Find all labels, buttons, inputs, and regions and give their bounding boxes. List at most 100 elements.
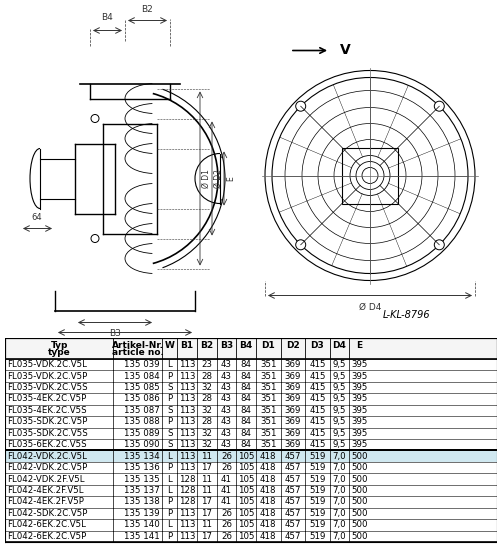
Text: 84: 84 [240, 417, 251, 426]
Text: B4: B4 [239, 341, 252, 350]
Text: 84: 84 [240, 440, 251, 449]
Text: 26: 26 [220, 520, 231, 529]
Text: 7,0: 7,0 [332, 475, 346, 483]
Bar [5, 393, 496, 405]
Text: 7,0: 7,0 [332, 520, 346, 529]
Text: 415: 415 [309, 429, 325, 438]
Text: 7,0: 7,0 [332, 497, 346, 507]
Text: FL035-6EK.2C.V5S: FL035-6EK.2C.V5S [8, 440, 87, 449]
Text: 17: 17 [201, 532, 212, 541]
Text: Artikel-Nr.: Artikel-Nr. [112, 341, 163, 350]
Text: 351: 351 [260, 394, 276, 403]
Text: 7,0: 7,0 [332, 509, 346, 518]
Text: 415: 415 [309, 394, 325, 403]
Text: 7,0: 7,0 [332, 486, 346, 495]
Text: P: P [167, 394, 172, 403]
Text: L: L [167, 475, 172, 483]
Text: B1: B1 [180, 341, 193, 350]
Text: 135 039: 135 039 [124, 360, 160, 369]
Text: FL042-VDK.2C.V5L: FL042-VDK.2C.V5L [8, 452, 87, 461]
Text: 369: 369 [284, 360, 301, 369]
Text: 113: 113 [178, 394, 195, 403]
Bar [5, 427, 496, 439]
Text: 32: 32 [201, 440, 212, 449]
Text: 500: 500 [350, 463, 367, 472]
Text: FL035-VDK.2C.V5S: FL035-VDK.2C.V5S [8, 383, 88, 392]
Text: L: L [167, 452, 172, 461]
Text: 64: 64 [32, 213, 42, 223]
Text: 369: 369 [284, 383, 301, 392]
Text: 9,5: 9,5 [332, 429, 346, 438]
Text: 113: 113 [178, 520, 195, 529]
Text: 7,0: 7,0 [332, 452, 346, 461]
Text: FL042-6EK.2C.V5P: FL042-6EK.2C.V5P [8, 532, 87, 541]
Text: 113: 113 [178, 452, 195, 461]
Text: 519: 519 [309, 520, 325, 529]
Text: 135 134: 135 134 [124, 452, 160, 461]
Text: 84: 84 [240, 394, 251, 403]
Text: E: E [355, 341, 362, 350]
Text: 500: 500 [350, 532, 367, 541]
Bar [5, 405, 496, 416]
Text: E: E [225, 176, 234, 181]
Text: D1: D1 [261, 341, 275, 350]
Text: P: P [167, 463, 172, 472]
Text: 43: 43 [220, 383, 231, 392]
Text: 135 086: 135 086 [124, 394, 160, 403]
Text: 418: 418 [260, 497, 276, 507]
Text: 415: 415 [309, 383, 325, 392]
Text: 135 088: 135 088 [124, 417, 160, 426]
Text: 105: 105 [237, 509, 254, 518]
Text: FL042-VDK.2C.V5P: FL042-VDK.2C.V5P [8, 463, 88, 472]
Text: 500: 500 [350, 486, 367, 495]
Text: 135 090: 135 090 [124, 440, 160, 449]
Text: 43: 43 [220, 429, 231, 438]
Text: 43: 43 [220, 371, 231, 381]
Text: P: P [167, 532, 172, 541]
Text: 351: 351 [260, 440, 276, 449]
Text: 84: 84 [240, 383, 251, 392]
Text: 415: 415 [309, 440, 325, 449]
Text: 369: 369 [284, 417, 301, 426]
Bar [5, 508, 496, 519]
Text: 395: 395 [350, 440, 367, 449]
Bar [5, 416, 496, 427]
Text: B2: B2 [141, 4, 153, 14]
Text: P: P [167, 371, 172, 381]
Bar [5, 359, 496, 370]
Text: P: P [167, 417, 172, 426]
Text: 113: 113 [178, 463, 195, 472]
Text: 9,5: 9,5 [332, 406, 346, 415]
Text: 351: 351 [260, 371, 276, 381]
Text: 418: 418 [260, 475, 276, 483]
Text: 128: 128 [178, 497, 195, 507]
Text: 84: 84 [240, 360, 251, 369]
Text: 351: 351 [260, 383, 276, 392]
Text: 457: 457 [284, 520, 301, 529]
Text: B4: B4 [101, 14, 113, 23]
Text: 105: 105 [237, 475, 254, 483]
Text: 113: 113 [178, 406, 195, 415]
Text: FL035-VDK.2C.V5P: FL035-VDK.2C.V5P [8, 371, 88, 381]
Text: B1: B1 [119, 338, 131, 348]
Text: 43: 43 [220, 406, 231, 415]
Text: 457: 457 [284, 452, 301, 461]
Text: 457: 457 [284, 532, 301, 541]
Text: S: S [167, 429, 172, 438]
Text: Ø D2: Ø D2 [213, 169, 222, 188]
Bar [5, 519, 496, 531]
Text: 17: 17 [201, 497, 212, 507]
Text: 500: 500 [350, 452, 367, 461]
Text: 105: 105 [237, 486, 254, 495]
Text: B3: B3 [109, 328, 121, 338]
Text: B3: B3 [219, 341, 232, 350]
Text: FL042-4EK.2F.V5P: FL042-4EK.2F.V5P [8, 497, 84, 507]
Text: 395: 395 [350, 429, 367, 438]
Text: 43: 43 [220, 440, 231, 449]
Text: 135 137: 135 137 [124, 486, 160, 495]
Text: 26: 26 [220, 452, 231, 461]
Text: 113: 113 [178, 509, 195, 518]
Text: 105: 105 [237, 520, 254, 529]
Text: 395: 395 [350, 417, 367, 426]
Text: 43: 43 [220, 360, 231, 369]
